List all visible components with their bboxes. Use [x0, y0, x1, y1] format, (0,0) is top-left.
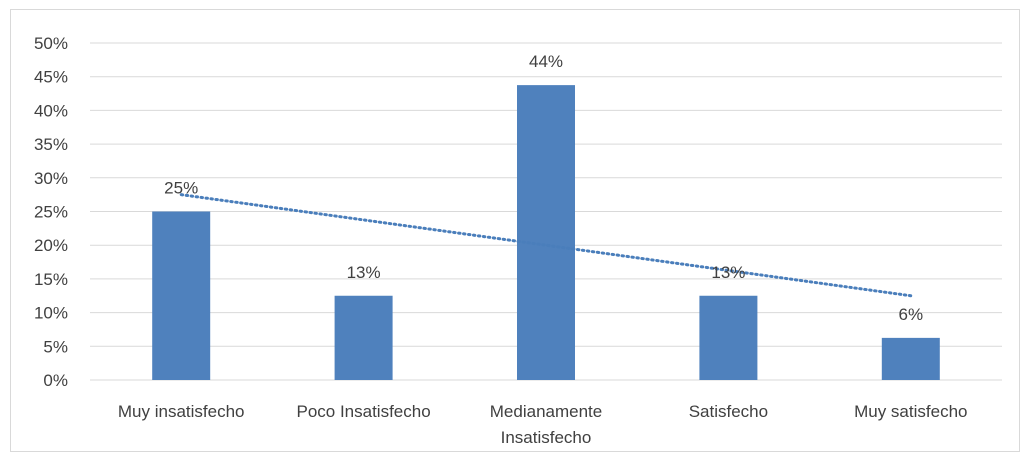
y-tick-label: 25% — [34, 203, 68, 222]
y-tick-label: 50% — [34, 34, 68, 53]
bar — [334, 295, 393, 380]
bar — [881, 337, 940, 380]
y-tick-label: 40% — [34, 101, 68, 120]
y-tick-label: 35% — [34, 135, 68, 154]
category-label: Muy satisfecho — [854, 402, 967, 421]
y-tick-label: 20% — [34, 236, 68, 255]
y-tick-label: 5% — [43, 337, 68, 356]
y-tick-label: 10% — [34, 304, 68, 323]
bars — [152, 85, 940, 380]
data-label: 44% — [529, 52, 563, 71]
y-tick-label: 30% — [34, 169, 68, 188]
y-tick-label: 15% — [34, 270, 68, 289]
y-tick-label: 0% — [43, 371, 68, 390]
bar — [517, 85, 575, 380]
data-labels: 25% 13% 44% 13% 6% — [164, 52, 923, 324]
y-tick-label: 45% — [34, 68, 68, 87]
data-label: 13% — [711, 263, 745, 282]
y-axis-ticks: 0% 5% 10% 15% 20% 25% 30% 35% 40% 45% 50% — [34, 34, 68, 390]
category-label: Poco Insatisfecho — [296, 402, 430, 421]
trendline-layer — [179, 193, 913, 298]
category-label: Insatisfecho — [501, 428, 592, 447]
x-axis-categories: Muy insatisfecho Poco Insatisfecho Mediana… — [118, 402, 968, 447]
bar — [152, 211, 211, 380]
category-label: Muy insatisfecho — [118, 402, 245, 421]
bar — [699, 295, 758, 380]
data-label: 13% — [347, 263, 381, 282]
data-label: 6% — [899, 305, 924, 324]
category-label: Medianamente — [490, 402, 602, 421]
category-label: Satisfecho — [689, 402, 768, 421]
data-label: 25% — [164, 179, 198, 198]
trendline — [179, 193, 913, 298]
